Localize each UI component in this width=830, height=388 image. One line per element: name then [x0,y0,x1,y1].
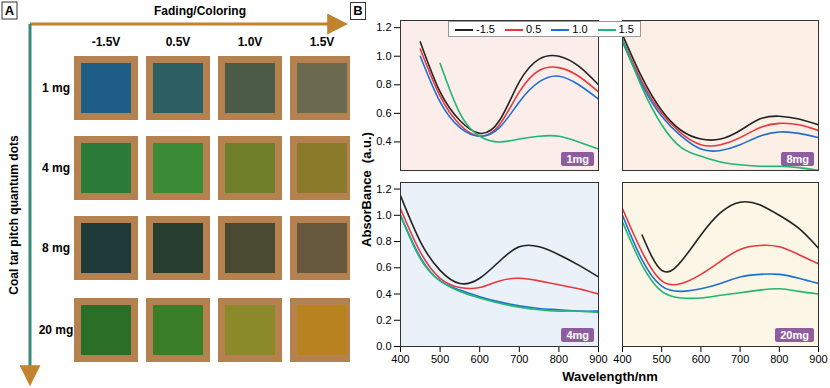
svg-text:1.2: 1.2 [376,183,391,195]
svg-text:0.5V: 0.5V [166,35,191,49]
html-text:8mg: 8mg [786,153,809,165]
svg-text:0.0: 0.0 [376,340,391,352]
svg-text:600: 600 [692,353,710,365]
svg-text:-1.5V: -1.5V [92,35,121,49]
html-text:AbsorBance (a.u.): AbsorBance (a.u.) [358,132,374,247]
svg-text:1.0: 1.0 [376,50,391,62]
svg-text:20 mg: 20 mg [39,323,74,337]
svg-text:0.4: 0.4 [376,288,391,300]
svg-text:500: 500 [431,353,449,365]
html-text:-1.5: -1.5 [476,23,495,35]
svg-text:A: A [5,3,15,18]
svg-text:700: 700 [510,353,528,365]
html-text:0.5: 0.5 [526,23,542,35]
html-text:B: B [353,3,363,18]
svg-text:400: 400 [613,353,631,365]
svg-text:600: 600 [471,353,489,365]
svg-text:1.0V: 1.0V [238,35,263,49]
svg-text:1.2: 1.2 [376,21,391,33]
svg-text:400: 400 [391,353,409,365]
svg-text:800: 800 [550,353,568,365]
svg-text:500: 500 [653,353,671,365]
svg-text:800: 800 [770,353,788,365]
svg-text:8 mg: 8 mg [42,241,70,255]
svg-text:900: 900 [809,353,827,365]
svg-text:0.4: 0.4 [376,135,391,147]
html-text:1mg: 1mg [566,153,589,165]
svg-text:0.6: 0.6 [376,107,391,119]
svg-text:1 mg: 1 mg [42,81,70,95]
svg-text:4 mg: 4 mg [42,161,70,175]
svg-text:1.5V: 1.5V [310,35,335,49]
html-text:Wavelength/nm: Wavelength/nm [562,369,658,384]
html-text:4mg: 4mg [566,329,589,341]
svg-text:1.0: 1.0 [376,209,391,221]
svg-text:0.2: 0.2 [376,314,391,326]
svg-text:Fading/Coloring: Fading/Coloring [154,4,246,18]
html-text:1.5: 1.5 [618,23,634,35]
svg-text:700: 700 [731,353,749,365]
svg-text:Coal tar pitch quantum dots: Coal tar pitch quantum dots [7,135,21,295]
html-text:1.0: 1.0 [572,23,588,35]
svg-text:0.8: 0.8 [376,78,391,90]
html-text:20mg: 20mg [780,329,809,341]
svg-text:0.6: 0.6 [376,261,391,273]
svg-text:0.8: 0.8 [376,235,391,247]
svg-text:900: 900 [589,353,607,365]
